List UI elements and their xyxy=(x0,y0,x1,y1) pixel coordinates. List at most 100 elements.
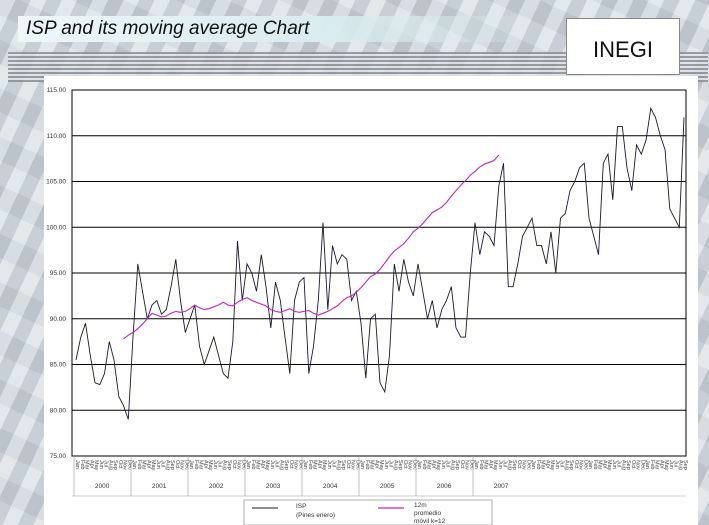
x-tick-label: Jan xyxy=(473,460,479,469)
x-tick-label: Sep xyxy=(340,460,346,470)
x-tick-label: Apr xyxy=(487,460,493,469)
x-tick-label: Sep xyxy=(283,460,289,470)
year-label: 2006 xyxy=(437,483,452,490)
x-tick-label: Dec xyxy=(297,460,303,470)
x-tick-label: Apr xyxy=(202,460,208,469)
x-tick-label: May xyxy=(321,460,327,471)
x-tick-label: Apr xyxy=(316,460,322,469)
y-tick-label: 110.00 xyxy=(47,133,67,140)
x-tick-label: Jan xyxy=(188,460,194,469)
x-tick-label: Sep xyxy=(454,460,460,470)
x-tick-label: Aug xyxy=(563,460,569,470)
y-tick-label: 85.00 xyxy=(50,362,67,369)
x-tick-label: Jun xyxy=(440,460,446,469)
x-tick-label: Nov xyxy=(521,460,527,470)
y-tick-label: 115.00 xyxy=(47,87,67,94)
x-tick-label: May xyxy=(378,460,384,471)
x-tick-label: Feb xyxy=(421,460,427,469)
x-tick-label: Mar xyxy=(654,460,660,470)
x-tick-label: Nov xyxy=(464,460,470,470)
x-tick-label: Aug xyxy=(677,460,683,470)
x-tick-label: Jun xyxy=(98,460,104,469)
x-tick-label: Mar xyxy=(255,460,261,470)
x-tick-label: Oct xyxy=(345,460,351,469)
x-tick-label: Dec xyxy=(582,460,588,470)
x-tick-label: Dec xyxy=(126,460,132,470)
x-tick-label: Jan xyxy=(131,460,137,469)
x-tick-label: Mar xyxy=(369,460,375,470)
x-tick-label: Apr xyxy=(658,460,664,469)
x-tick-label: Jun xyxy=(155,460,161,469)
x-tick-label: Jun xyxy=(668,460,674,469)
y-tick-label: 75.00 xyxy=(50,453,67,460)
x-tick-label: Aug xyxy=(449,460,455,470)
legend-label-ma-sub2: móvil k=12 xyxy=(414,518,446,525)
x-tick-label: Sep xyxy=(625,460,631,470)
x-tick-label: Feb xyxy=(535,460,541,469)
x-tick-label: Jun xyxy=(554,460,560,469)
x-tick-label: May xyxy=(606,460,612,471)
x-tick-label: Jan xyxy=(416,460,422,469)
x-tick-label: Mar xyxy=(540,460,546,470)
x-tick-label: Nov xyxy=(635,460,641,470)
year-label: 2001 xyxy=(152,483,167,490)
x-tick-label: Nov xyxy=(293,460,299,470)
x-tick-label: Oct xyxy=(288,460,294,469)
series-line-isp xyxy=(75,106,685,420)
x-tick-label: Dec xyxy=(354,460,360,470)
x-tick-label: Feb xyxy=(79,460,85,469)
x-tick-label: Nov xyxy=(179,460,185,470)
chart-panel xyxy=(44,76,698,525)
year-label: 2007 xyxy=(494,483,509,490)
x-tick-label: Aug xyxy=(221,460,227,470)
x-tick-label: May xyxy=(93,460,99,471)
legend-label-isp-sub: (Pines enero) xyxy=(296,512,335,519)
x-tick-label: Oct xyxy=(117,460,123,469)
x-tick-label: Feb xyxy=(250,460,256,469)
x-tick-label: Nov xyxy=(350,460,356,470)
title-bar xyxy=(18,16,518,42)
inegi-logo-text: INEGI xyxy=(593,37,653,62)
x-tick-label: Mar xyxy=(597,460,603,470)
x-tick-label: May xyxy=(150,460,156,471)
x-tick-label: Dec xyxy=(240,460,246,470)
x-tick-label: Sep xyxy=(568,460,574,470)
x-tick-label: Sep xyxy=(169,460,175,470)
x-tick-label: Dec xyxy=(411,460,417,470)
x-tick-label: Oct xyxy=(516,460,522,469)
year-label: 2004 xyxy=(323,483,338,490)
x-tick-label: Jul xyxy=(616,460,622,467)
x-tick-label: Mar xyxy=(198,460,204,470)
x-tick-label: Apr xyxy=(544,460,550,469)
legend-box xyxy=(243,499,493,525)
legend-label-ma: 12m xyxy=(414,502,427,509)
x-tick-label: Oct xyxy=(573,460,579,469)
x-tick-label: Apr xyxy=(145,460,151,469)
year-label: 2003 xyxy=(266,483,281,490)
x-tick-label: Feb xyxy=(364,460,370,469)
x-tick-label: Oct xyxy=(459,460,465,469)
logo-box: INEGI xyxy=(566,18,680,75)
x-tick-label: Aug xyxy=(335,460,341,470)
x-tick-label: Jan xyxy=(530,460,536,469)
x-tick-label: Jun xyxy=(269,460,275,469)
page-title: ISP and its moving average Chart xyxy=(26,18,310,39)
x-tick-label: Jul xyxy=(388,460,394,467)
series-line-moving-average xyxy=(123,154,500,340)
x-tick-label: Mar xyxy=(141,460,147,470)
year-label: 2005 xyxy=(380,483,395,490)
year-label: 2002 xyxy=(209,483,224,490)
x-tick-label: Aug xyxy=(164,460,170,470)
x-tick-label: Jun xyxy=(497,460,503,469)
legend-label-ma-sub: promedio xyxy=(414,510,441,517)
x-tick-label: Aug xyxy=(278,460,284,470)
x-tick-label: Jul xyxy=(103,460,109,467)
x-tick-label: Dec xyxy=(639,460,645,470)
x-tick-label: Jan xyxy=(587,460,593,469)
x-tick-label: Mar xyxy=(426,460,432,470)
x-tick-label: Jul xyxy=(502,460,508,467)
year-label: 2000 xyxy=(95,483,110,490)
x-tick-label: Aug xyxy=(107,460,113,470)
x-tick-label: May xyxy=(264,460,270,471)
